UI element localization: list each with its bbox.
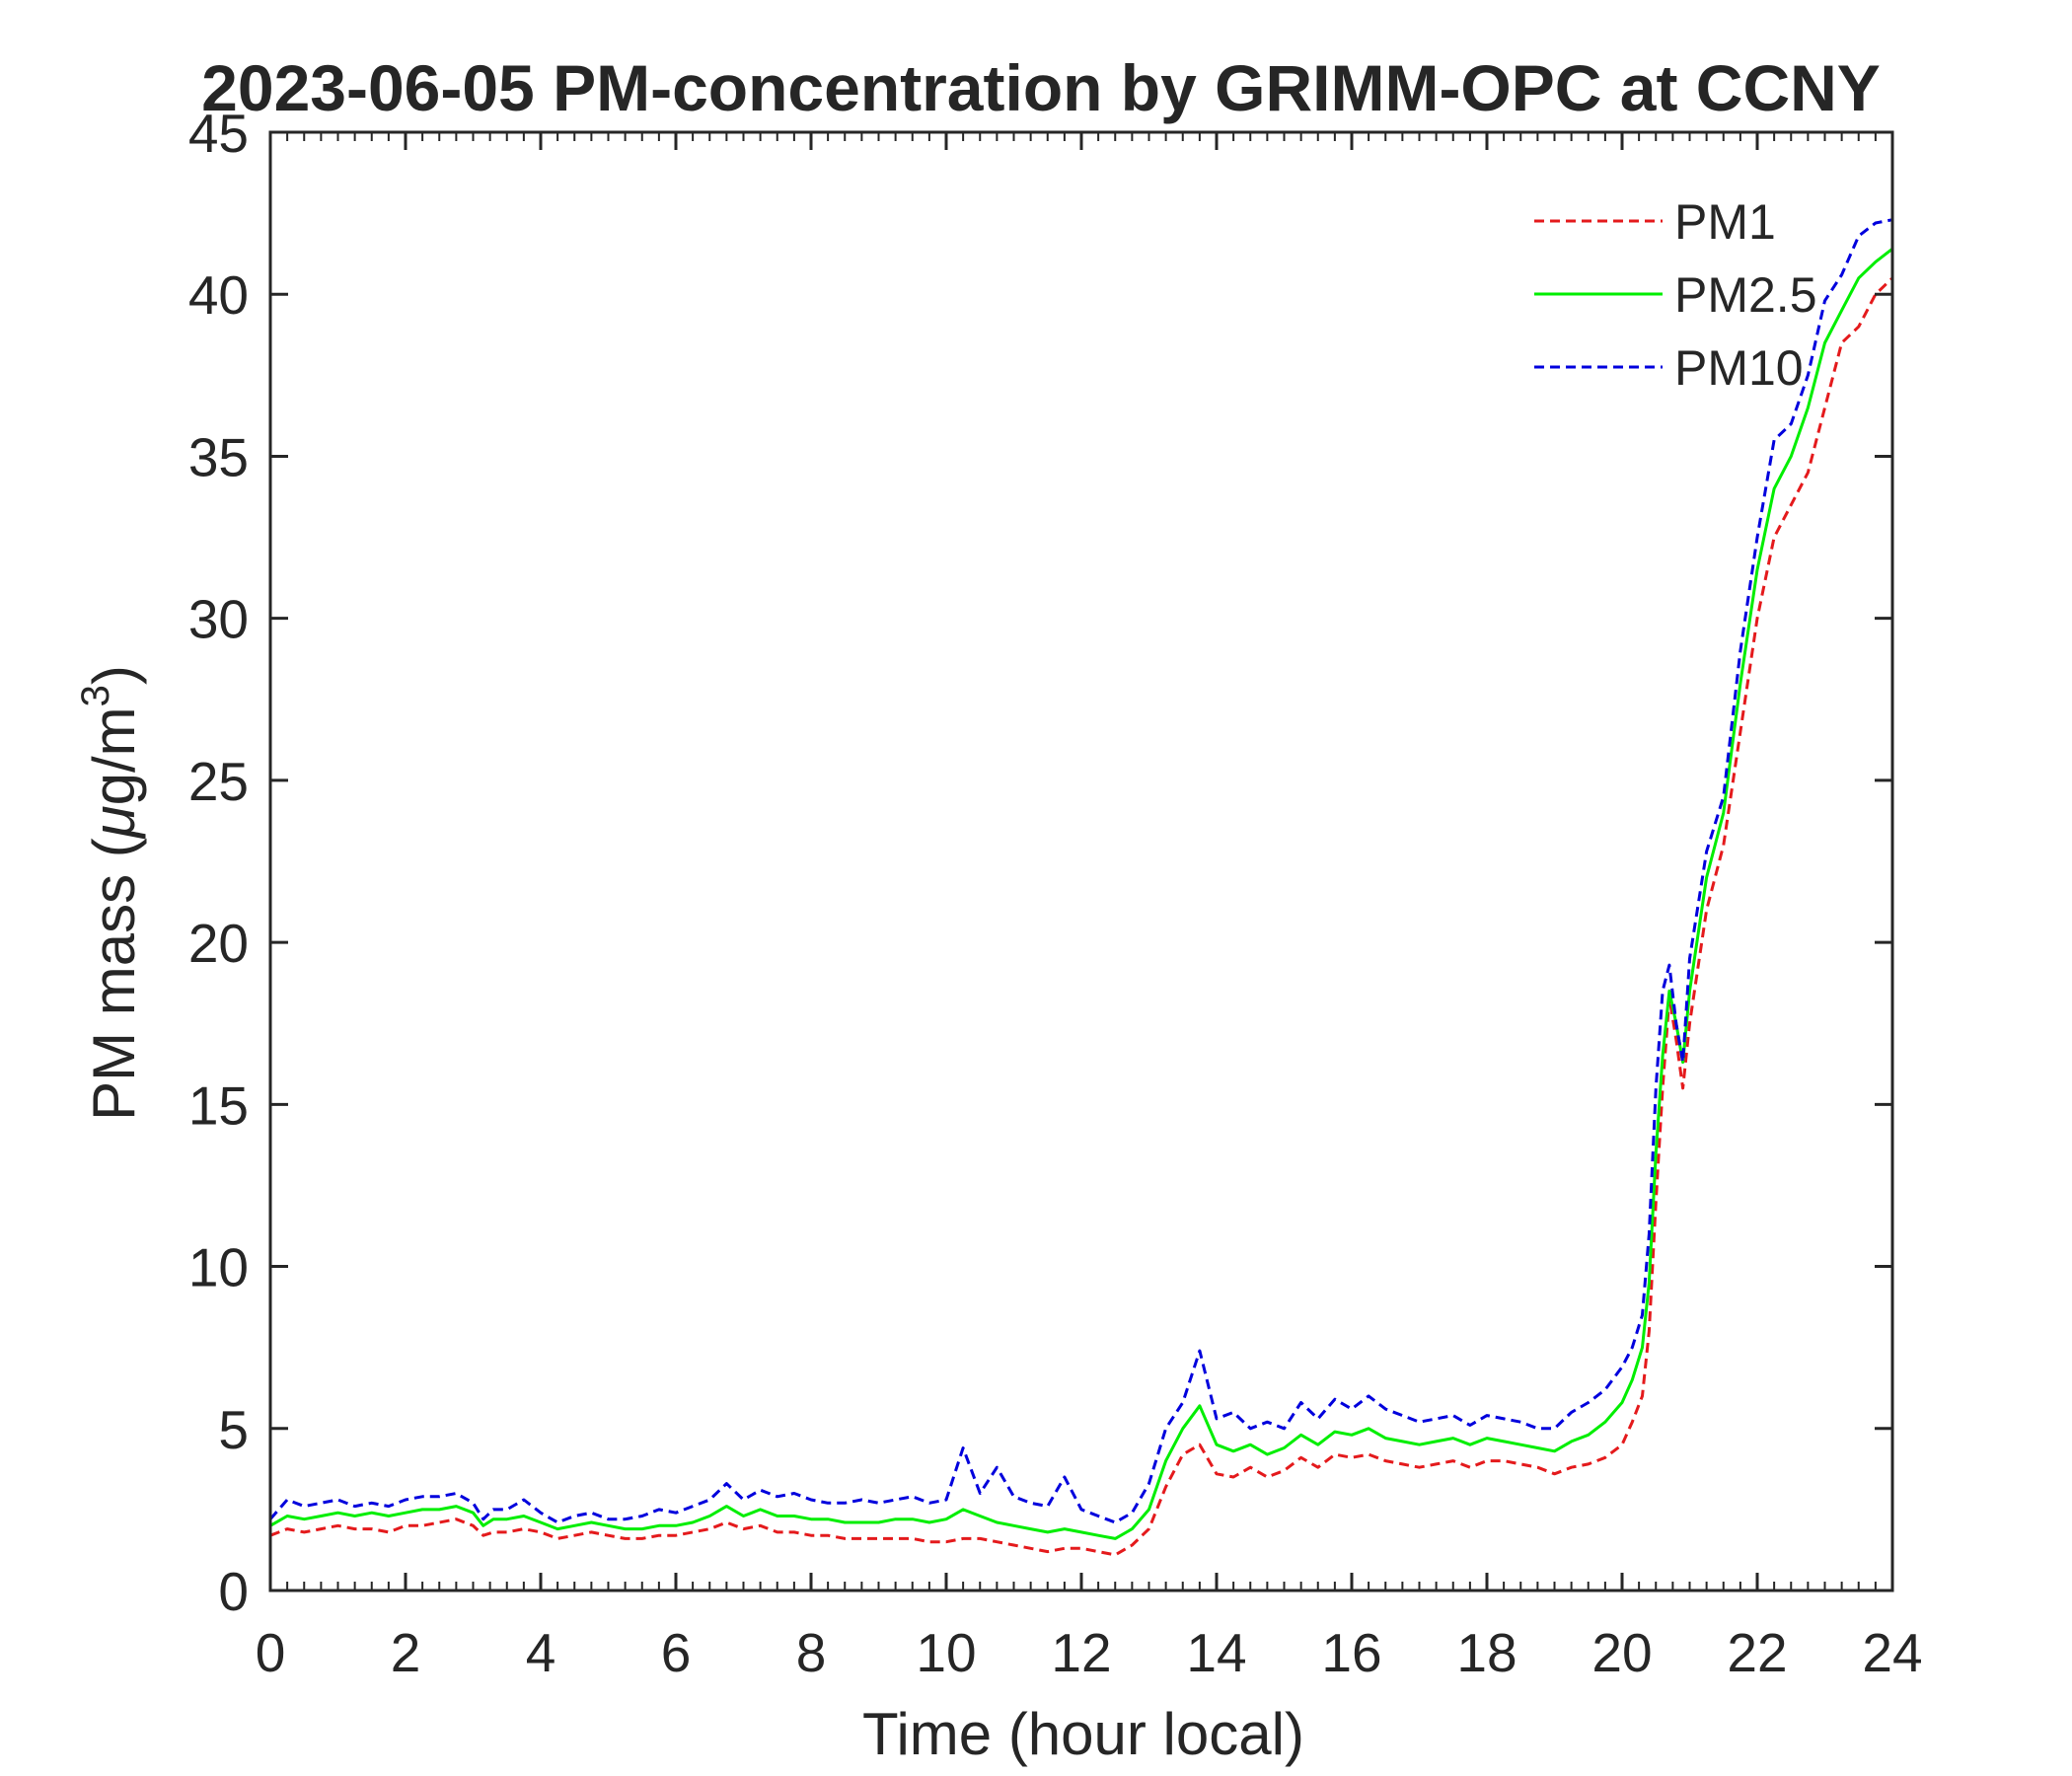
y-axis-label-unit: g/m	[81, 706, 147, 805]
y-axis-label-main: PM mass (	[81, 838, 147, 1121]
legend-label: PM2.5	[1674, 267, 1817, 323]
x-tick-label: 20	[1591, 1622, 1652, 1683]
series-line-pm10	[268, 218, 1893, 1524]
y-tick-label: 30	[188, 589, 249, 650]
series-layer	[268, 218, 1894, 1557]
legend-label: PM1	[1674, 194, 1776, 250]
x-axis-label: Time (hour local)	[862, 1701, 1304, 1767]
y-tick-label: 25	[188, 751, 249, 812]
x-tick-label: 18	[1456, 1622, 1517, 1683]
x-tick-label: 22	[1727, 1622, 1787, 1683]
x-tick-label: 14	[1186, 1622, 1246, 1683]
legend: PM1 PM2.5 PM10	[1534, 194, 1817, 396]
x-tick-label: 2	[391, 1622, 421, 1683]
x-tick-label: 24	[1862, 1622, 1922, 1683]
y-tick-label: 0	[218, 1561, 249, 1622]
y-tick-label: 35	[188, 426, 249, 487]
x-tick-label: 12	[1051, 1622, 1111, 1683]
y-tick-label: 45	[188, 103, 249, 164]
plot-frame	[268, 130, 1894, 1592]
y-tick-label: 20	[188, 913, 249, 974]
legend-label: PM10	[1674, 340, 1804, 396]
x-tick-label: 0	[256, 1622, 286, 1683]
y-tick-label: 40	[188, 264, 249, 326]
x-tick-label: 6	[661, 1622, 692, 1683]
series-line-pm1	[269, 276, 1894, 1557]
y-axis-label-superscript: 3	[74, 685, 117, 706]
x-tick-label: 8	[796, 1622, 827, 1683]
y-tick-label: 10	[188, 1237, 249, 1298]
y-axis-label: PM mass (μg/m3)	[74, 665, 147, 1121]
x-tick-label: 10	[916, 1622, 976, 1683]
chart-title: 2023-06-05 PM-concentration by GRIMM-OPC…	[201, 51, 1881, 124]
y-axis-label-close: )	[81, 665, 147, 685]
x-tick-label: 16	[1321, 1622, 1381, 1683]
x-tick-label: 4	[526, 1622, 556, 1683]
y-axis-label-mu: μ	[81, 805, 147, 840]
series-line-pm2-5	[269, 248, 1893, 1540]
y-tick-label: 15	[188, 1074, 249, 1136]
y-tick-label: 5	[218, 1399, 249, 1460]
